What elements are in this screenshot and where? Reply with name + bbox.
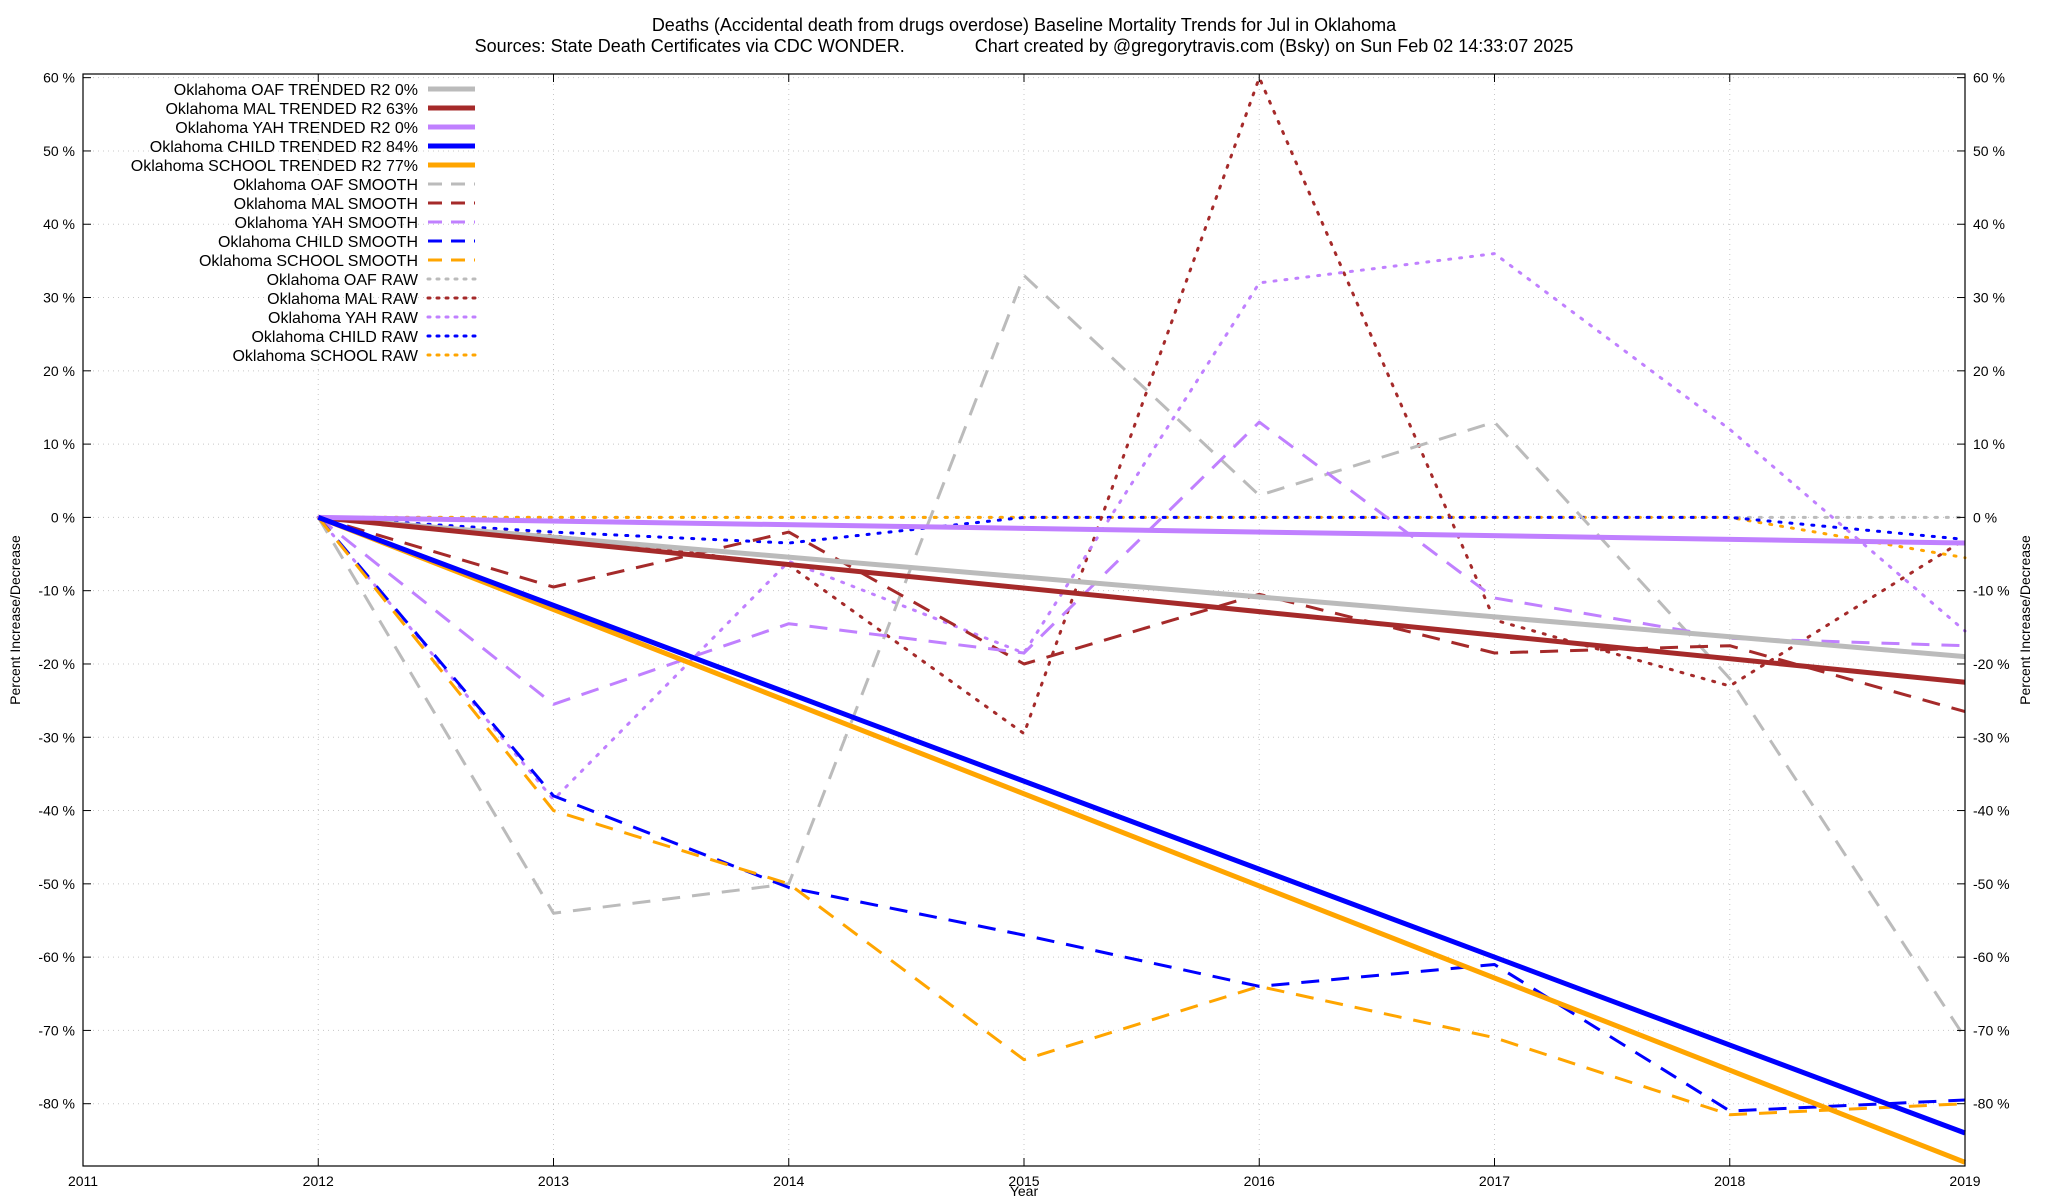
y-tick-label-left: -50 %: [38, 876, 75, 892]
legend-label: Oklahoma MAL RAW: [267, 291, 419, 308]
x-tick-label: 2013: [538, 1173, 569, 1189]
series-line-3: [317, 515, 1966, 1136]
y-tick-label-right: -40 %: [1973, 803, 2010, 819]
series-line-0: [318, 514, 1966, 660]
y-tick-label-right: -30 %: [1973, 729, 2010, 745]
legend: Oklahoma OAF TRENDED R2 0% Oklahoma MAL T…: [131, 82, 477, 365]
legend-label: Oklahoma CHILD TRENDED R2 84%: [150, 139, 418, 156]
y-tick-label-left: -20 %: [38, 656, 75, 672]
y-tick-label-left: 60 %: [43, 70, 75, 86]
legend-label: Oklahoma OAF TRENDED R2 0%: [174, 82, 418, 99]
legend-label: Oklahoma OAF RAW: [267, 272, 419, 289]
series-line-5: [317, 274, 1967, 1039]
x-axis-label: Year: [1010, 1183, 1039, 1199]
y-tick-label-left: -70 %: [38, 1022, 75, 1038]
y-tick-label-right: 10 %: [1973, 436, 2005, 452]
legend-label: Oklahoma OAF SMOOTH: [233, 177, 418, 194]
y-tick-label-left: -40 %: [38, 803, 75, 819]
axis-ticks: 60 % 60 % 50 % 50 % 40 % 40 % 30 % 30 % 20 % 20 %…: [38, 70, 2009, 1189]
series-line-7: [317, 420, 1966, 706]
x-tick-label: 2018: [1714, 1173, 1745, 1189]
series-line-13: [316, 515, 1967, 545]
y-axis-label-right: Percent Increase/Decrease: [2017, 535, 2033, 705]
y-tick-label-left: -30 %: [38, 729, 75, 745]
y-tick-label-right: -80 %: [1973, 1096, 2010, 1112]
series-line-1: [318, 514, 1966, 685]
series-line-2: [318, 514, 1966, 546]
y-tick-label-right: -10 %: [1973, 583, 2010, 599]
y-tick-label-right: -50 %: [1973, 876, 2010, 892]
y-tick-label-right: 0 %: [1973, 509, 1997, 525]
legend-label: Oklahoma CHILD SMOOTH: [218, 234, 418, 251]
legend-label: Oklahoma SCHOOL RAW: [232, 348, 418, 365]
series-line-4: [317, 515, 1966, 1165]
series-line-6: [317, 515, 1966, 714]
x-tick-label: 2016: [1244, 1173, 1275, 1189]
y-tick-label-left: -10 %: [38, 583, 75, 599]
y-tick-label-left: 30 %: [43, 290, 75, 306]
y-tick-label-left: 20 %: [43, 363, 75, 379]
x-tick-label: 2014: [773, 1173, 804, 1189]
legend-label: Oklahoma YAH TRENDED R2 0%: [175, 120, 418, 137]
x-tick-label: 2012: [303, 1173, 334, 1189]
y-tick-label-left: 0 %: [51, 509, 75, 525]
y-tick-label-left: 40 %: [43, 216, 75, 232]
y-tick-label-right: 50 %: [1973, 143, 2005, 159]
y-tick-label-right: 20 %: [1973, 363, 2005, 379]
x-tick-label: 2015: [1008, 1173, 1039, 1189]
chart-title: Deaths (Accidental death from drugs over…: [652, 15, 1397, 35]
chart-subtitle: Sources: State Death Certificates via CD…: [475, 36, 1574, 56]
x-tick-label: 2017: [1479, 1173, 1510, 1189]
y-tick-label-left: -60 %: [38, 949, 75, 965]
y-axis-label-left: Percent Increase/Decrease: [7, 535, 23, 705]
x-tick-label: 2011: [68, 1173, 98, 1189]
legend-label: Oklahoma YAH RAW: [268, 310, 419, 327]
series-line-14: [316, 515, 1967, 560]
y-tick-label-right: 40 %: [1973, 216, 2005, 232]
y-tick-label-right: -70 %: [1973, 1022, 2010, 1038]
legend-label: Oklahoma SCHOOL TRENDED R2 77%: [131, 158, 418, 175]
legend-label: Oklahoma SCHOOL SMOOTH: [199, 253, 418, 270]
legend-label: Oklahoma MAL TRENDED R2 63%: [165, 101, 418, 118]
series-line-8: [317, 516, 1966, 1113]
legend-label: Oklahoma MAL SMOOTH: [234, 196, 418, 213]
x-tick-label: 2019: [1949, 1173, 1980, 1189]
y-tick-label-right: 60 %: [1973, 70, 2005, 86]
y-tick-label-left: 50 %: [43, 143, 75, 159]
y-tick-label-left: -80 %: [38, 1096, 75, 1112]
series-group: [316, 76, 1967, 1165]
y-tick-label-right: 30 %: [1973, 290, 2005, 306]
y-tick-label-right: -20 %: [1973, 656, 2010, 672]
y-tick-label-right: -60 %: [1973, 949, 2010, 965]
legend-label: Oklahoma CHILD RAW: [251, 329, 418, 346]
legend-label: Oklahoma YAH SMOOTH: [235, 215, 418, 232]
y-tick-label-left: 10 %: [43, 436, 75, 452]
